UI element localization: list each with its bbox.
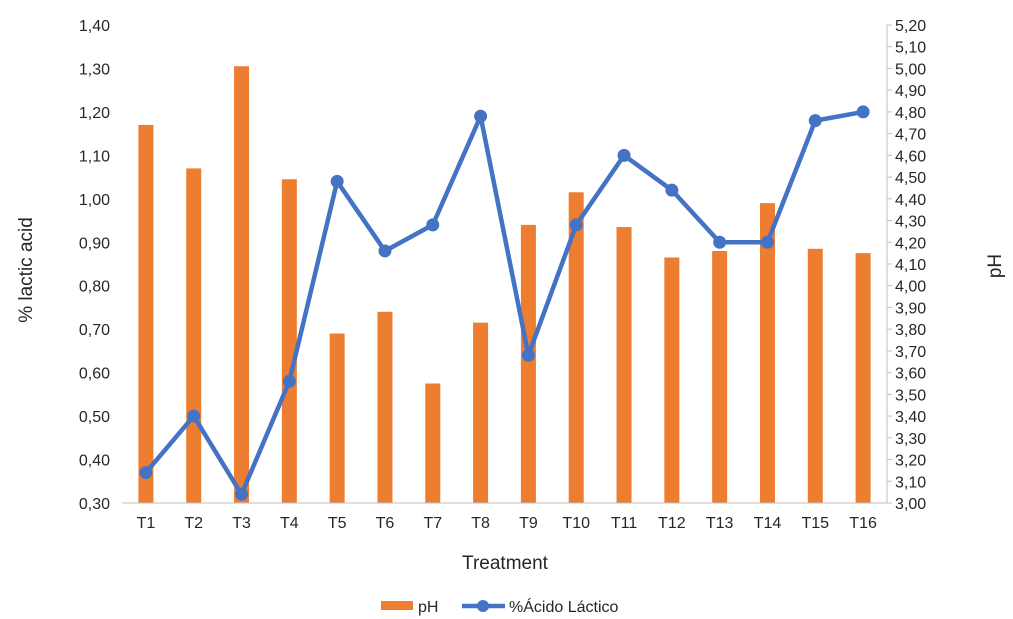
ph-bar-T2: [186, 168, 201, 503]
lactic-acid-line: [146, 112, 863, 494]
right-tick-label: 4,30: [895, 214, 926, 231]
x-tick-label: T8: [471, 515, 490, 532]
lactic-acid-point-T14: [761, 236, 774, 249]
legend-lactic-label: %Ácido Láctico: [509, 597, 618, 616]
x-tick-label: T9: [519, 515, 538, 532]
y-axis-title: % lactic acid: [16, 217, 37, 323]
right-tick-label: 3,50: [895, 387, 926, 404]
right-tick-label: 4,20: [895, 235, 926, 252]
ph-bar-T4: [282, 179, 297, 503]
lactic-acid-point-T13: [713, 236, 726, 249]
ph-bar-T7: [425, 384, 440, 504]
x-axis-ticks: T1 T2 T3 T4 T5 T6 T7 T8 T9 T10 T11 T12 T13 T14 T15 T16: [137, 515, 877, 532]
right-tick-label: 3,00: [895, 496, 926, 513]
x-tick-label: T6: [376, 515, 395, 532]
lactic-acid-point-T3: [235, 488, 248, 501]
left-tick-label: 1,30: [79, 61, 110, 78]
right-tick-label: 4,80: [895, 105, 926, 122]
ph-bar-T13: [712, 251, 727, 503]
lactic-acid-point-T7: [426, 218, 439, 231]
right-tick-label: 3,40: [895, 409, 926, 426]
ph-bar-T16: [856, 253, 871, 503]
ph-bar-T5: [330, 334, 345, 503]
ph-bar-T8: [473, 323, 488, 503]
right-tick-label: 4,50: [895, 170, 926, 187]
lactic-acid-point-T9: [522, 349, 535, 362]
lactic-acid-point-T16: [857, 105, 870, 118]
ph-bar-T11: [617, 227, 632, 503]
ph-bar-T3: [234, 66, 249, 503]
x-tick-label: T16: [849, 515, 877, 532]
ph-bar-T12: [664, 257, 679, 503]
lactic-acid-point-T12: [665, 184, 678, 197]
left-tick-label: 1,20: [79, 105, 110, 122]
lactic-acid-point-T4: [283, 375, 296, 388]
right-tick-label: 4,10: [895, 257, 926, 274]
legend: pH %Ácido Láctico: [381, 597, 618, 616]
left-tick-label: 0,70: [79, 322, 110, 339]
left-tick-label: 0,50: [79, 409, 110, 426]
right-axis-ticks: 3,00 3,10 3,20 3,30 3,40 3,50 3,60 3,70 3,80 3,90…: [887, 18, 926, 513]
legend-lactic-marker: [477, 600, 489, 612]
right-tick-label: 5,00: [895, 61, 926, 78]
left-tick-label: 0,90: [79, 235, 110, 252]
right-tick-label: 3,80: [895, 322, 926, 339]
left-tick-label: 0,60: [79, 366, 110, 383]
x-tick-label: T5: [328, 515, 347, 532]
lactic-acid-point-T1: [139, 466, 152, 479]
ph-bars: [138, 66, 870, 503]
x-tick-label: T10: [562, 515, 590, 532]
right-tick-label: 4,70: [895, 127, 926, 144]
left-tick-label: 0,80: [79, 279, 110, 296]
lactic-acid-point-T11: [618, 149, 631, 162]
x-tick-label: T3: [232, 515, 251, 532]
lactic-acid-point-T8: [474, 110, 487, 123]
ph-bar-T1: [138, 125, 153, 503]
x-tick-label: T2: [184, 515, 203, 532]
right-tick-label: 5,10: [895, 40, 926, 57]
legend-ph-swatch: [381, 601, 413, 610]
right-tick-label: 3,20: [895, 453, 926, 470]
right-tick-label: 4,90: [895, 83, 926, 100]
x-tick-label: T7: [423, 515, 442, 532]
x-tick-label: T15: [801, 515, 829, 532]
x-tick-label: T1: [137, 515, 156, 532]
right-tick-label: 3,30: [895, 431, 926, 448]
left-axis-ticks: 0,30 0,40 0,50 0,60 0,70 0,80 0,90 1,00 1,10 1,20…: [79, 18, 110, 513]
right-tick-label: 5,20: [895, 18, 926, 35]
right-tick-label: 4,40: [895, 192, 926, 209]
lactic-acid-point-T10: [570, 218, 583, 231]
ph-bar-T15: [808, 249, 823, 503]
lactic-acid-point-T5: [331, 175, 344, 188]
x-tick-label: T11: [611, 515, 637, 532]
y2-axis-title: pH: [985, 254, 1006, 278]
x-axis-title: Treatment: [462, 553, 549, 574]
left-tick-label: 0,30: [79, 496, 110, 513]
right-tick-label: 3,60: [895, 366, 926, 383]
x-tick-label: T13: [706, 515, 734, 532]
right-tick-label: 3,10: [895, 474, 926, 491]
lactic-acid-point-T15: [809, 114, 822, 127]
left-tick-label: 1,00: [79, 192, 110, 209]
ph-bar-T9: [521, 225, 536, 503]
x-tick-label: T4: [280, 515, 299, 532]
ph-bar-T6: [377, 312, 392, 503]
left-tick-label: 1,40: [79, 18, 110, 35]
right-tick-label: 4,60: [895, 148, 926, 165]
lactic-acid-point-T6: [378, 244, 391, 257]
left-tick-label: 0,40: [79, 453, 110, 470]
legend-ph-label: pH: [418, 599, 438, 616]
right-tick-label: 3,70: [895, 344, 926, 361]
x-tick-label: T12: [658, 515, 686, 532]
right-tick-label: 3,90: [895, 300, 926, 317]
lactic-acid-point-T2: [187, 410, 200, 423]
right-tick-label: 4,00: [895, 279, 926, 296]
x-tick-label: T14: [754, 515, 782, 532]
left-tick-label: 1,10: [79, 148, 110, 165]
